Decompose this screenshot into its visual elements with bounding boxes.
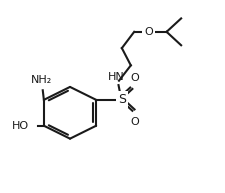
Text: S: S [118, 93, 126, 106]
Text: HN: HN [108, 72, 125, 82]
Text: NH₂: NH₂ [31, 75, 52, 85]
Text: O: O [144, 27, 153, 37]
Text: HO: HO [11, 121, 29, 131]
Text: O: O [131, 117, 140, 127]
Text: O: O [131, 73, 140, 83]
